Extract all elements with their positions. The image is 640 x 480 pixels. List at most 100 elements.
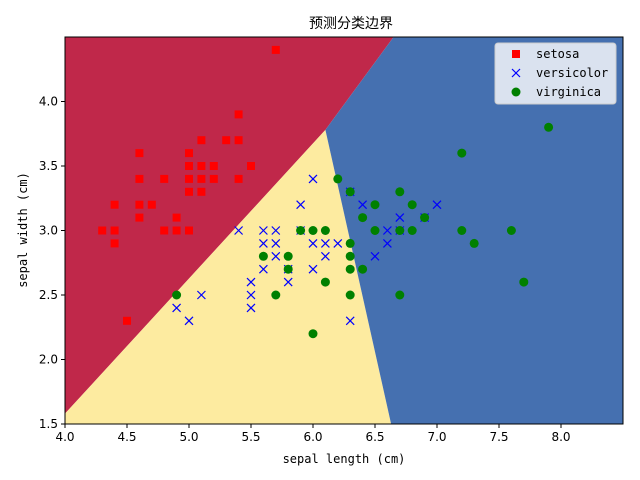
x-tick-label: 5.5	[241, 430, 260, 444]
point-virginica	[345, 264, 355, 274]
point-versicolor	[382, 238, 392, 248]
point-versicolor	[246, 303, 256, 313]
point-virginica	[283, 264, 293, 274]
point-virginica	[370, 200, 380, 210]
legend-marker-virginica	[511, 87, 521, 97]
y-axis-label: sepal width (cm)	[16, 172, 30, 288]
point-virginica	[506, 226, 516, 235]
point-virginica	[345, 187, 355, 197]
point-virginica	[407, 200, 417, 210]
decision-regions	[65, 37, 623, 424]
point-setosa	[185, 174, 193, 183]
point-virginica	[271, 290, 281, 300]
point-setosa	[110, 226, 119, 235]
point-versicolor	[271, 226, 281, 235]
point-setosa	[123, 316, 131, 325]
x-tick-label: 5.0	[179, 430, 198, 444]
point-setosa	[234, 136, 243, 145]
region-versicolor	[65, 129, 392, 424]
x-tick-label: 7.5	[489, 430, 508, 444]
x-tick-label: 4.5	[117, 430, 136, 444]
point-setosa	[160, 174, 169, 183]
point-setosa	[135, 174, 144, 183]
point-virginica	[320, 226, 330, 235]
x-axis-ticks: 4.0 4.5 5.0 5.5 6.0 6.5 7.0 7.5 8.0	[55, 424, 571, 444]
point-setosa	[185, 162, 193, 170]
point-virginica	[258, 251, 268, 261]
point-setosa	[185, 149, 193, 158]
point-setosa	[135, 200, 144, 209]
point-setosa	[110, 239, 119, 248]
y-tick-label: 3.0	[39, 224, 58, 238]
point-setosa	[197, 136, 206, 145]
point-virginica	[283, 251, 293, 261]
legend-label-setosa: setosa	[536, 47, 579, 61]
point-setosa	[172, 226, 181, 235]
point-virginica	[345, 290, 355, 300]
y-tick-label: 2.0	[39, 353, 58, 367]
point-setosa	[135, 213, 144, 222]
point-setosa	[197, 187, 206, 196]
x-tick-label: 4.0	[55, 430, 74, 444]
point-versicolor	[382, 226, 392, 235]
x-tick-label: 7.0	[427, 430, 446, 444]
y-tick-label: 4.0	[39, 95, 58, 109]
point-virginica	[544, 122, 554, 132]
legend-label-versicolor: versicolor	[536, 66, 608, 80]
point-versicolor	[308, 238, 318, 248]
point-virginica	[358, 213, 368, 223]
point-versicolor	[246, 277, 256, 287]
x-tick-label: 6.5	[365, 430, 384, 444]
point-setosa	[185, 187, 193, 196]
point-setosa	[234, 110, 243, 119]
x-tick-label: 6.0	[303, 430, 322, 444]
point-virginica	[370, 226, 380, 235]
point-setosa	[172, 213, 181, 222]
point-versicolor	[320, 251, 330, 261]
point-versicolor	[283, 277, 293, 287]
point-virginica	[333, 174, 343, 184]
point-setosa	[160, 226, 169, 235]
point-virginica	[457, 226, 467, 235]
point-setosa	[271, 45, 280, 54]
point-versicolor	[172, 303, 182, 313]
point-virginica	[172, 290, 182, 300]
point-setosa	[147, 200, 156, 209]
y-tick-label: 3.5	[39, 159, 58, 173]
y-tick-label: 2.5	[39, 288, 58, 302]
y-axis-ticks: 1.5 2.0 2.5 3.0 3.5 4.0	[39, 95, 65, 431]
point-setosa	[197, 162, 206, 170]
legend: setosa versicolor virginica	[494, 42, 617, 105]
y-tick-label: 1.5	[39, 417, 58, 431]
point-versicolor	[258, 264, 268, 274]
point-versicolor	[333, 238, 343, 248]
point-versicolor	[308, 264, 318, 274]
point-virginica	[407, 226, 417, 235]
point-versicolor	[234, 226, 244, 235]
point-versicolor	[358, 200, 368, 210]
point-versicolor	[258, 238, 268, 248]
point-versicolor	[271, 251, 281, 261]
legend-marker-setosa	[512, 50, 520, 58]
x-tick-label: 8.0	[551, 430, 570, 444]
point-versicolor	[296, 200, 306, 210]
point-setosa	[222, 136, 231, 145]
point-versicolor	[196, 290, 206, 300]
chart-title: 预测分类边界	[309, 16, 393, 32]
point-versicolor	[271, 238, 281, 248]
point-setosa	[185, 226, 193, 235]
point-virginica	[320, 277, 330, 287]
point-versicolor	[370, 251, 380, 261]
legend-label-virginica: virginica	[536, 85, 601, 99]
point-virginica	[345, 251, 355, 261]
point-virginica	[395, 187, 405, 197]
point-versicolor	[308, 174, 318, 184]
point-virginica	[469, 238, 479, 248]
point-virginica	[308, 329, 318, 339]
point-versicolor	[345, 316, 355, 326]
point-versicolor	[320, 238, 330, 248]
point-versicolor	[184, 316, 194, 326]
point-virginica	[308, 226, 318, 235]
point-setosa	[209, 174, 218, 183]
